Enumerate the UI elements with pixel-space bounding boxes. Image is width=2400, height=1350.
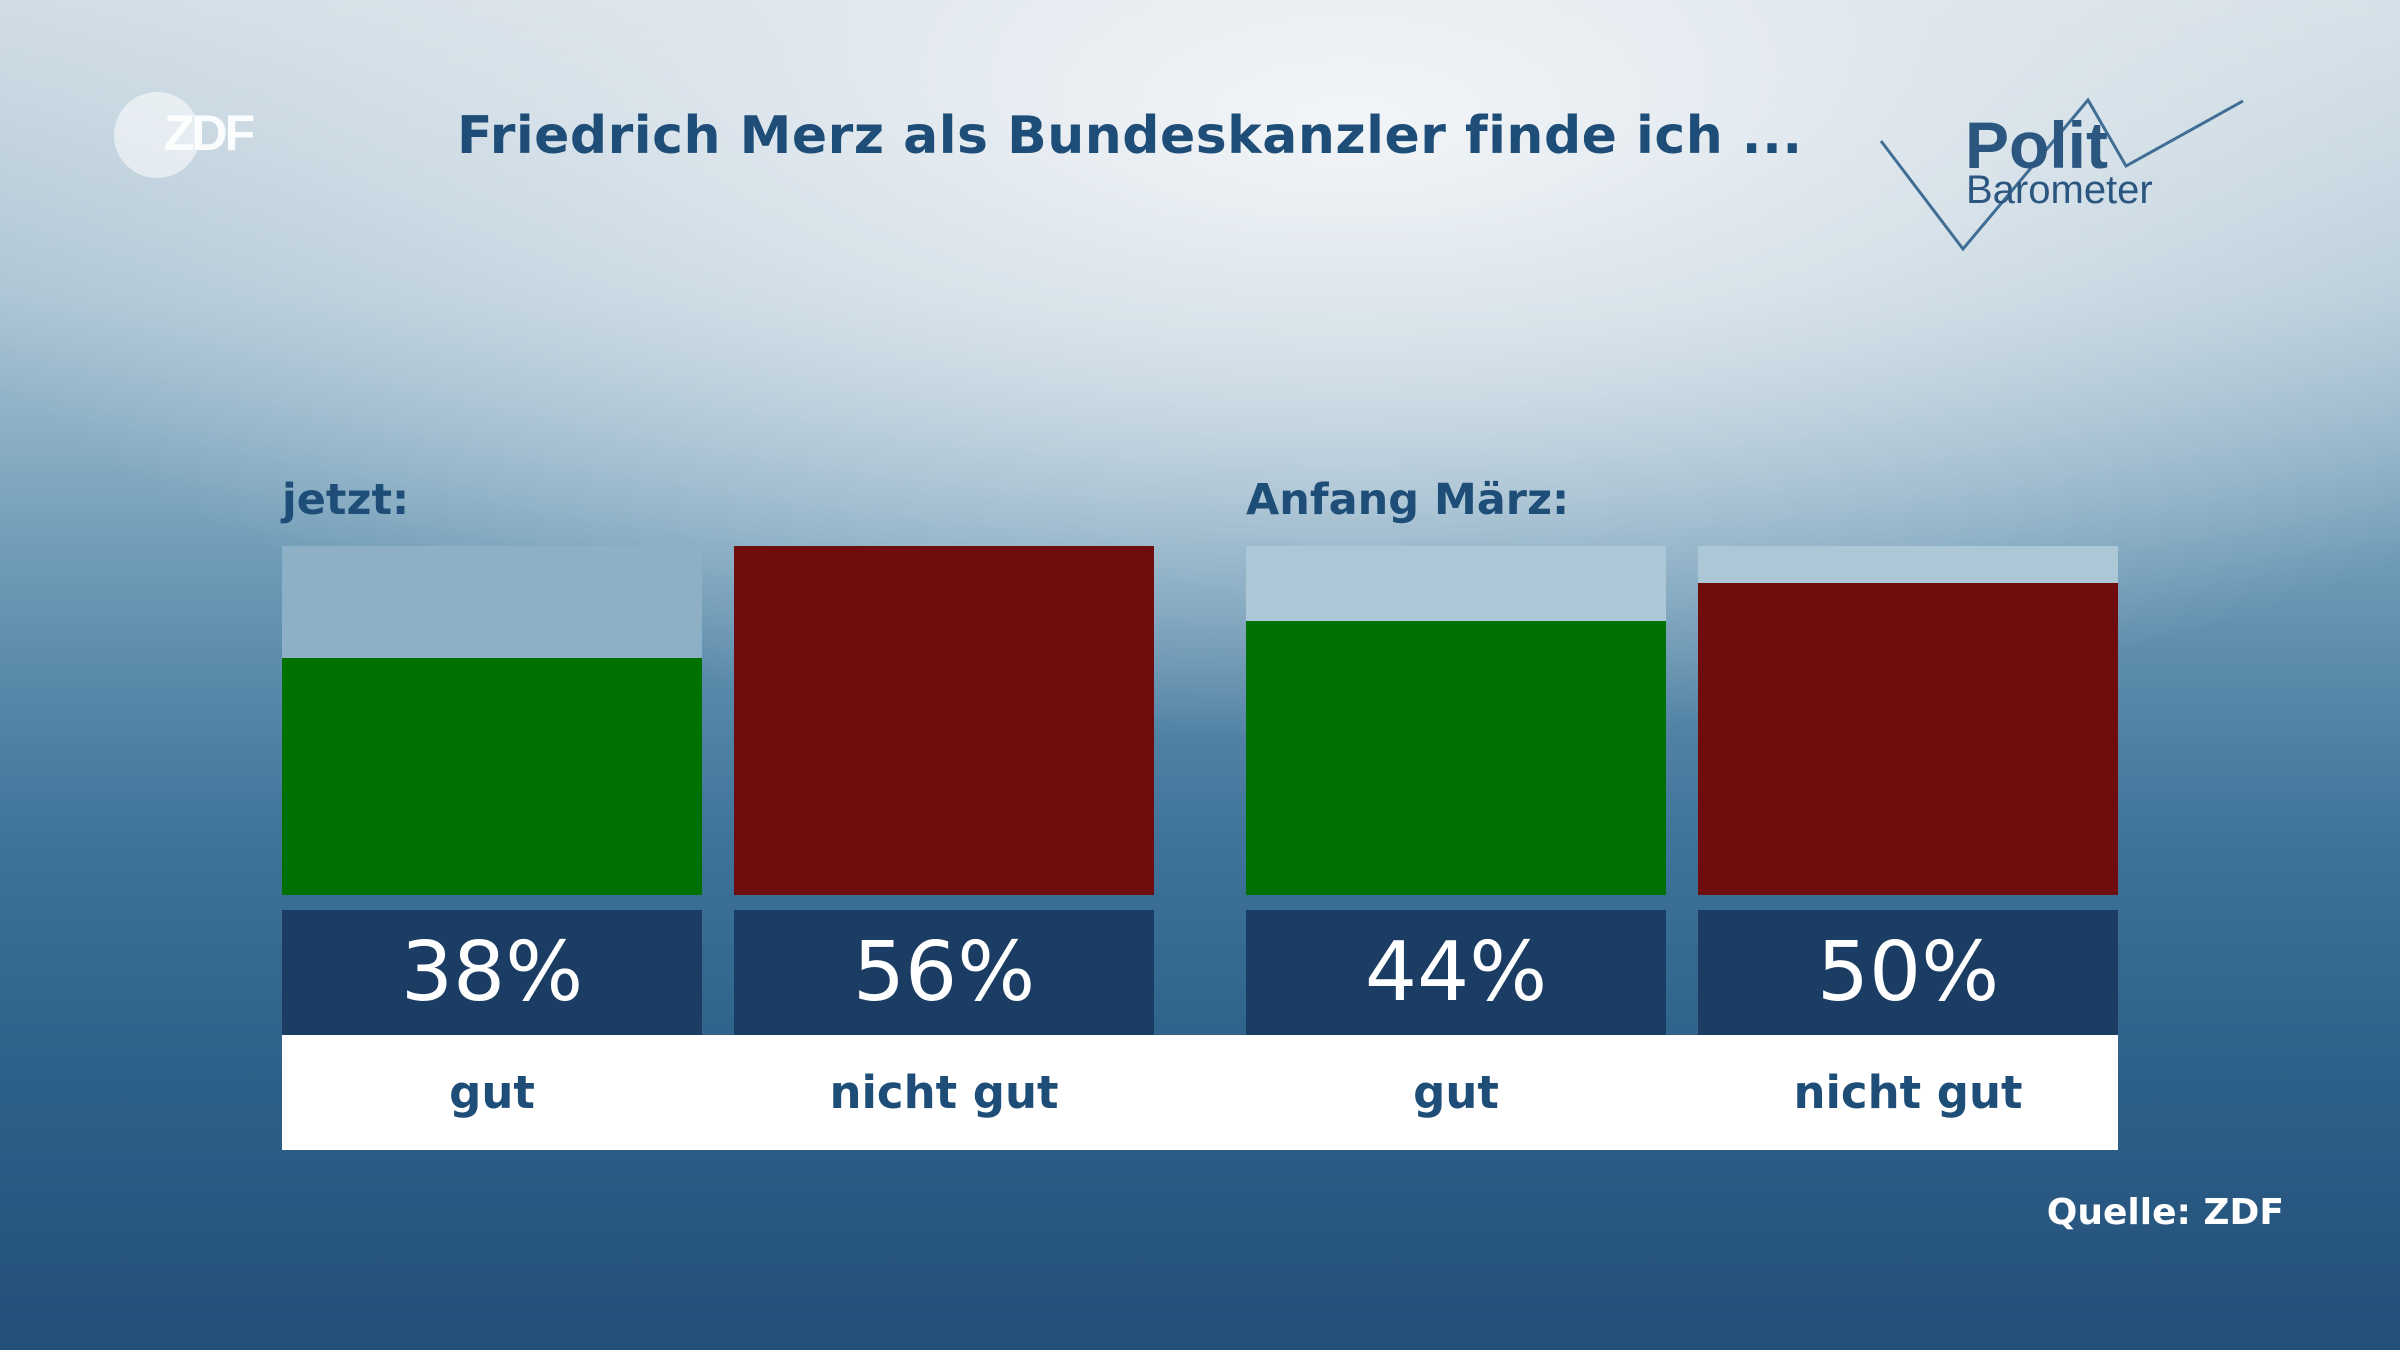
source-note: Quelle: ZDF: [2046, 1192, 2284, 1233]
value-label-now-nicht-gut: 56%: [734, 910, 1154, 1035]
category-label-now-gut: gut: [449, 1066, 535, 1119]
chart-title: Friedrich Merz als Bundeskanzler finde i…: [457, 106, 1803, 166]
bar-track-march-nicht-gut: [1698, 546, 2118, 895]
category-label-now-nicht-gut: nicht gut: [829, 1066, 1059, 1119]
category-strip: [282, 1035, 2118, 1150]
group-label-march: Anfang März:: [1246, 475, 1570, 525]
zdf-logo-circle: [114, 92, 200, 178]
bar-march-nicht-gut: [1698, 583, 2118, 895]
bar-track-now-nicht-gut: [734, 546, 1154, 895]
zdf-logo: ZDF: [112, 88, 282, 183]
bar-now-gut: [282, 658, 702, 895]
group-label-now: jetzt:: [282, 475, 410, 525]
value-label-march-gut: 44%: [1246, 910, 1666, 1035]
bar-now-nicht-gut: [734, 546, 1154, 895]
value-label-now-gut: 38%: [282, 910, 702, 1035]
politbarometer-logo: Polit Barometer: [1875, 95, 2250, 255]
category-label-march-nicht-gut: nicht gut: [1793, 1066, 2023, 1119]
politbarometer-barometer: Barometer: [1966, 168, 2153, 212]
bar-march-gut: [1246, 620, 1666, 895]
zdf-logo-text: ZDF: [164, 105, 255, 161]
category-label-march-gut: gut: [1413, 1066, 1499, 1119]
politbarometer-line-icon: [1879, 97, 2244, 252]
bar-track-now-gut: [282, 546, 702, 895]
value-label-march-nicht-gut: 50%: [1698, 910, 2118, 1035]
politbarometer-polit: Polit: [1965, 108, 2108, 182]
bar-track-march-gut: [1246, 546, 1666, 895]
